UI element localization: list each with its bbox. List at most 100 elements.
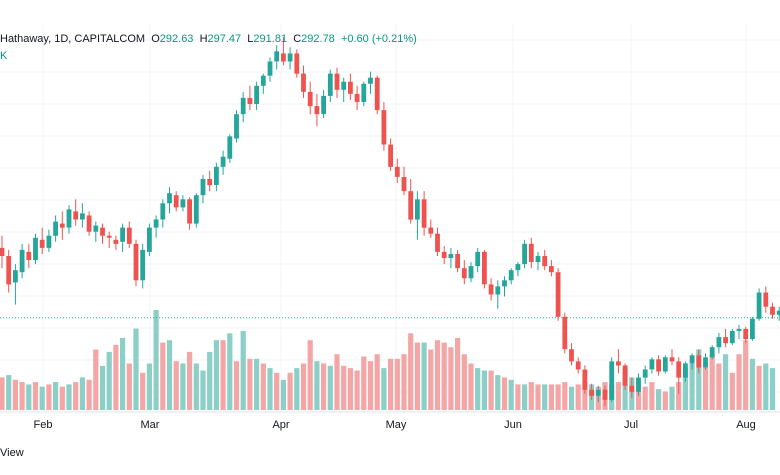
candle-body — [267, 61, 273, 76]
x-tick-label: May — [386, 419, 407, 431]
candle-body — [508, 270, 514, 281]
candle-body — [549, 266, 554, 273]
candle-body — [555, 272, 561, 317]
volume-bar — [723, 354, 729, 410]
candle-body — [736, 328, 742, 331]
candle-body — [59, 223, 65, 228]
volume-bar — [153, 310, 159, 410]
volume-bar — [401, 354, 407, 410]
volume-bar — [388, 358, 394, 410]
candle-body — [160, 203, 166, 220]
candle-body — [448, 254, 454, 259]
candle-body — [321, 95, 326, 115]
candle-body — [609, 361, 615, 400]
volume-bar — [287, 372, 293, 410]
volume-bar — [267, 368, 273, 410]
change-value: +0.60 (+0.21%) — [340, 33, 417, 45]
candle-body — [220, 156, 226, 167]
volume-bar — [374, 354, 380, 410]
volume-bar — [79, 377, 85, 410]
candle-body — [361, 83, 367, 102]
candle-body — [281, 53, 286, 62]
candle-body — [287, 53, 293, 62]
brand-footer[interactable]: View — [0, 447, 24, 459]
candle-body — [461, 268, 467, 279]
candle-body — [254, 85, 259, 104]
volume-bar — [428, 349, 434, 410]
open-value: 292.63 — [159, 33, 194, 45]
volume-bar — [709, 354, 715, 410]
volume-bar — [689, 363, 695, 410]
candle-body — [408, 191, 414, 220]
open-label: O — [151, 33, 160, 45]
volume-bar — [635, 384, 642, 410]
volume-bar — [39, 386, 45, 410]
volume-bar — [99, 365, 106, 410]
volume-bar — [327, 365, 333, 410]
candle-body — [374, 77, 380, 111]
candle-body — [595, 389, 601, 396]
candle-body — [207, 179, 213, 186]
volume-bar — [475, 368, 481, 410]
volume-bar — [763, 363, 769, 410]
candle-body — [562, 316, 568, 350]
volume-legend: K — [0, 50, 8, 62]
volume-bar — [126, 363, 132, 410]
volume-bar — [555, 384, 561, 410]
candle-layer — [0, 37, 780, 406]
high-label: H — [199, 33, 208, 45]
candle-body — [589, 389, 594, 396]
volume-bar — [669, 386, 675, 410]
volume-bar — [46, 384, 52, 410]
volume-bar — [300, 363, 307, 410]
candle-body — [770, 306, 775, 315]
volume-bar — [434, 340, 441, 410]
volume-bar — [488, 370, 494, 410]
candle-body — [327, 73, 333, 96]
volume-bar — [696, 349, 702, 410]
candle-body — [80, 213, 85, 220]
volume-bar — [260, 363, 266, 410]
candle-body — [153, 219, 159, 228]
volume-bar — [381, 368, 387, 410]
x-tick-label: Mar — [141, 419, 160, 431]
x-tick-label: Jun — [504, 419, 522, 431]
candle-body — [394, 166, 400, 177]
candle-body — [582, 369, 588, 390]
volume-bar — [120, 337, 126, 410]
volume-bar — [367, 361, 374, 410]
candle-body — [763, 292, 769, 307]
candle-body — [776, 310, 780, 315]
volume-bar — [743, 340, 749, 410]
volume-bar — [160, 342, 166, 410]
volume-bar — [19, 382, 25, 410]
volume-bar — [193, 363, 199, 410]
volume-bar — [180, 363, 186, 410]
candle-body — [307, 91, 313, 107]
candle-body — [86, 215, 92, 232]
volume-bar — [421, 342, 427, 410]
volume-bar — [575, 384, 581, 410]
volume-bar — [207, 351, 213, 410]
candle-body — [662, 357, 668, 372]
volume-bar — [649, 382, 655, 410]
volume-bar — [702, 363, 709, 410]
volume-bar — [441, 342, 447, 410]
candle-body — [167, 193, 172, 204]
volume-bar — [548, 384, 554, 410]
candle-body — [649, 359, 655, 370]
volume-bar — [187, 351, 193, 410]
volume-bar — [716, 363, 722, 410]
candle-body — [468, 266, 474, 279]
candle-body — [703, 357, 708, 368]
candle-body — [756, 292, 762, 319]
volume-bar — [6, 375, 12, 410]
candle-body — [622, 365, 628, 386]
candle-body — [750, 318, 755, 340]
candle-body — [569, 349, 574, 362]
volume-bar — [294, 368, 300, 410]
candle-body — [669, 357, 675, 362]
candle-body — [147, 227, 152, 252]
volume-bar — [542, 384, 548, 410]
